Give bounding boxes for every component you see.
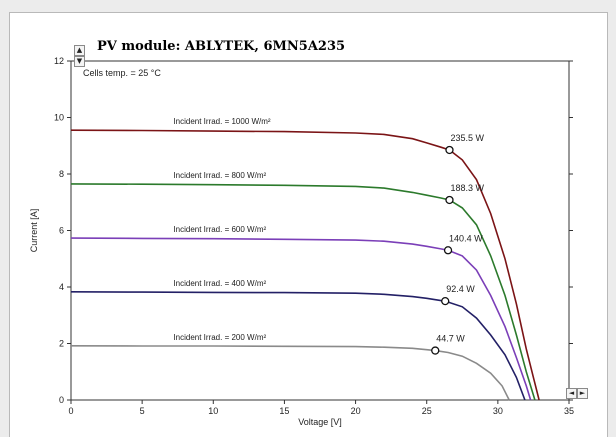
mpp-marker-2 <box>443 246 453 255</box>
y-axis-ticks: 0 2 4 6 8 10 12 <box>54 56 573 405</box>
iv-curve-0 <box>70 129 540 401</box>
power-label-2: 140.4 W <box>449 233 483 243</box>
y-tick-label: 8 <box>59 169 64 179</box>
scale-down-button[interactable]: ▼ <box>74 56 85 67</box>
x-tick-label: 35 <box>564 406 574 416</box>
y-tick-label: 12 <box>54 56 64 66</box>
x-tick-label: 5 <box>140 406 145 416</box>
x-tick-label: 15 <box>279 406 289 416</box>
curve-label-0: Incident Irrad. = 1000 W/m² <box>173 117 270 126</box>
y-tick-label: 10 <box>54 113 64 123</box>
y-tick-label: 0 <box>59 395 64 405</box>
curve-label-4: Incident Irrad. = 200 W/m² <box>173 333 266 342</box>
power-label-4: 44.7 W <box>436 334 465 344</box>
mpp-marker-4 <box>431 346 440 355</box>
x-axis-title: Voltage [V] <box>298 417 342 427</box>
plot-area <box>70 60 570 401</box>
scroll-right-button[interactable]: ► <box>577 388 588 399</box>
iv-curve-4 <box>70 345 510 401</box>
iv-curves: Incident Irrad. = 1000 W/m² 235.5 W Incide… <box>70 117 540 401</box>
power-label-0: 235.5 W <box>450 133 484 143</box>
y-axis-title: Current [A] <box>29 209 39 253</box>
x-tick-label: 25 <box>422 406 432 416</box>
x-tick-label: 0 <box>68 406 73 416</box>
scale-up-button[interactable]: ▲ <box>74 45 85 56</box>
iv-curve-3 <box>70 291 526 401</box>
x-tick-label: 30 <box>493 406 503 416</box>
mpp-marker-1 <box>445 195 454 205</box>
iv-chart: PV module: ABLYTEK, 6MN5A235 Cells temp.… <box>29 39 574 427</box>
chart-title: PV module: ABLYTEK, 6MN5A235 <box>97 39 345 54</box>
curve-label-1: Incident Irrad. = 800 W/m² <box>173 171 266 180</box>
x-tick-label: 20 <box>351 406 361 416</box>
power-label-1: 188.3 W <box>450 183 484 193</box>
cell-temperature-annotation: Cells temp. = 25 °C <box>83 68 161 78</box>
iv-curve-2 <box>70 237 532 401</box>
y-tick-label: 4 <box>59 282 64 292</box>
x-axis-ticks: 0 5 10 15 20 25 30 35 <box>68 400 574 416</box>
x-tick-label: 10 <box>208 406 218 416</box>
curve-label-3: Incident Irrad. = 400 W/m² <box>173 279 266 288</box>
iv-curve-1 <box>70 183 536 401</box>
y-tick-label: 6 <box>59 226 64 236</box>
power-label-3: 92.4 W <box>446 284 475 294</box>
curve-label-2: Incident Irrad. = 600 W/m² <box>173 225 266 234</box>
mpp-marker-3 <box>441 296 450 306</box>
mpp-marker-0 <box>445 145 454 155</box>
chart-window: PV module: ABLYTEK, 6MN5A235 Cells temp.… <box>9 12 608 437</box>
y-tick-label: 2 <box>59 339 64 349</box>
scroll-left-button[interactable]: ◄ <box>566 388 577 399</box>
